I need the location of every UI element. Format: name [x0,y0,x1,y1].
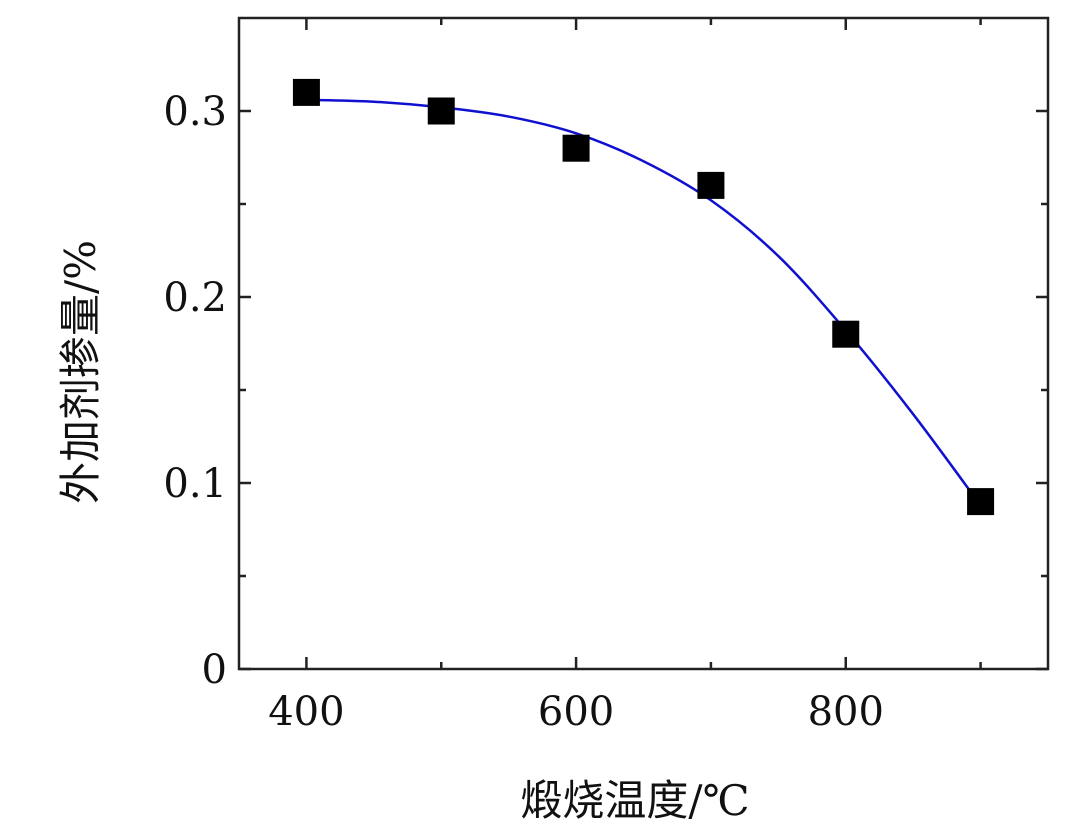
x-tick-label: 600 [538,689,614,735]
data-point [562,134,590,162]
y-tick-label: 0.2 [163,275,227,321]
y-tick-label: 0 [202,647,227,693]
data-point [967,488,995,516]
y-tick-label: 0.3 [163,89,227,135]
x-tick-label: 800 [808,689,884,735]
data-point [832,320,860,348]
data-point [427,97,455,125]
plot-frame [237,16,1050,671]
axis-tick-labels: 400 600 800 0 0.1 0.2 0.3 [163,89,884,735]
x-tick-label: 400 [268,689,344,735]
axis-ticks [239,18,1048,671]
x-axis-title: 煅烧温度/℃ [520,776,749,825]
y-tick-label: 0.1 [163,461,227,507]
data-point [292,78,320,106]
y-axis-title: 外加剂掺量/% [56,240,105,504]
data-point [697,171,725,199]
data-points [292,78,995,516]
fit-curve [306,98,982,507]
